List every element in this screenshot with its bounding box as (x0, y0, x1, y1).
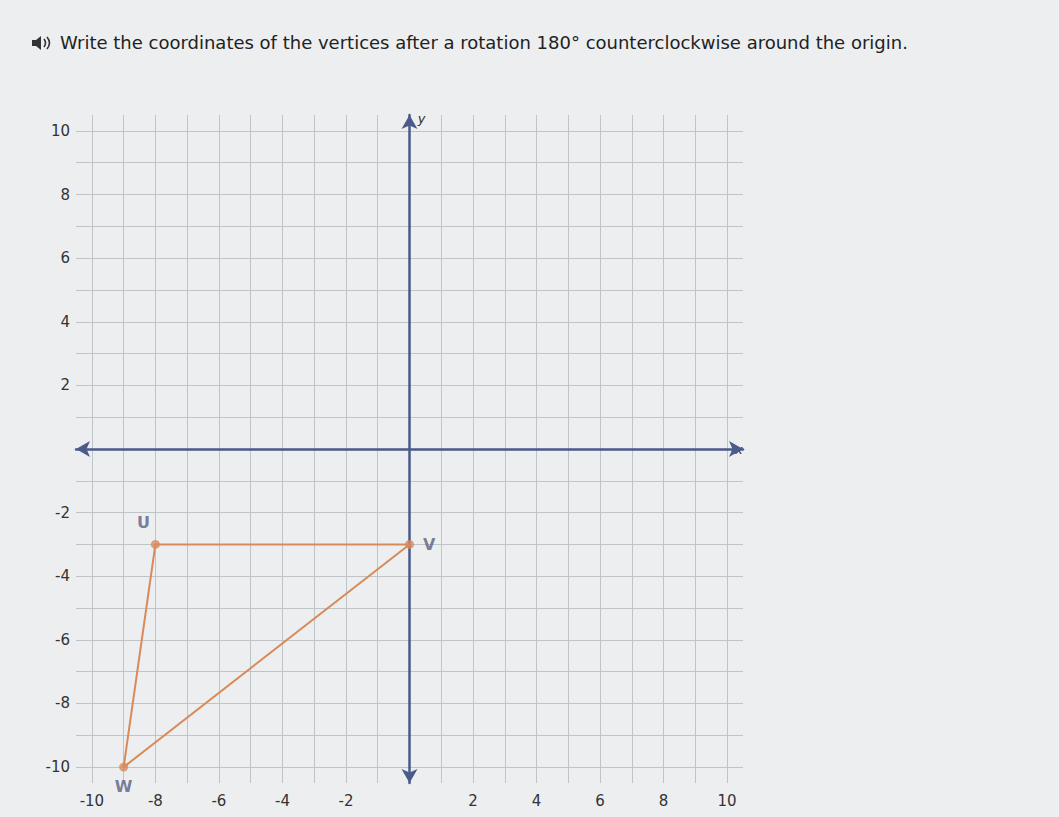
svg-text:4: 4 (532, 792, 542, 810)
svg-text:6: 6 (60, 249, 70, 267)
svg-text:y: y (417, 111, 426, 126)
svg-text:U: U (137, 513, 150, 532)
html-text:Write the coordinates of the v: Write the coordinates of the vertices af… (60, 32, 908, 53)
svg-text:V: V (423, 535, 436, 554)
svg-text:4: 4 (60, 313, 70, 331)
svg-text:-4: -4 (55, 567, 70, 585)
svg-text:8: 8 (659, 792, 669, 810)
svg-text:10: 10 (718, 792, 737, 810)
svg-text:2: 2 (468, 792, 478, 810)
svg-text:-8: -8 (55, 694, 70, 712)
svg-text:-2: -2 (338, 792, 353, 810)
svg-text:-4: -4 (275, 792, 290, 810)
svg-text:-10: -10 (80, 792, 105, 810)
svg-text:-2: -2 (55, 504, 70, 522)
svg-text:2: 2 (60, 376, 70, 394)
svg-text:6: 6 (595, 792, 605, 810)
svg-text:-6: -6 (55, 631, 70, 649)
svg-text:-10: -10 (46, 758, 71, 776)
svg-text:x: x (735, 441, 743, 457)
svg-text:-6: -6 (211, 792, 226, 810)
svg-text:W: W (115, 777, 133, 796)
svg-text:10: 10 (51, 122, 70, 140)
svg-text:8: 8 (60, 186, 70, 204)
svg-text:-8: -8 (148, 792, 163, 810)
